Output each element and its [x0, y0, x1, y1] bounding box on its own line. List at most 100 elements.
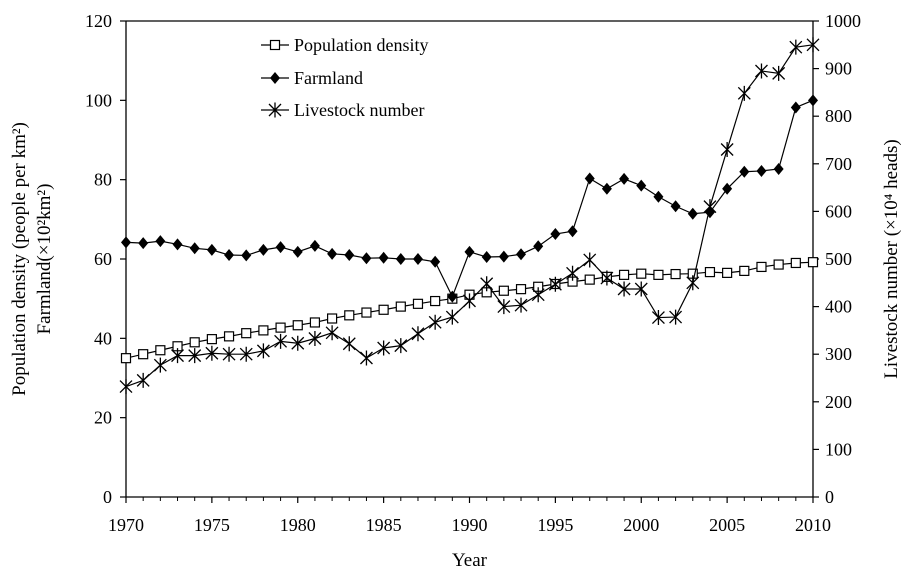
right-y-tick-label: 200 [825, 392, 852, 412]
legend-item-farmland: Farmland [261, 68, 363, 88]
data-point-population-density [515, 284, 527, 295]
data-point-farmland [172, 238, 183, 251]
data-point-population-density [722, 267, 733, 278]
data-point-population-density [773, 259, 784, 270]
data-point-farmland [361, 252, 372, 265]
data-point-livestock-number [583, 252, 597, 268]
data-point-livestock-number [171, 348, 184, 364]
legend-item-livestock-number: Livestock number [261, 100, 424, 120]
data-point-livestock-number [291, 335, 305, 351]
data-point-livestock-number [600, 270, 614, 286]
data-point-farmland [378, 251, 389, 264]
data-point-farmland [773, 162, 784, 175]
data-point-farmland [327, 247, 338, 260]
data-point-farmland [258, 243, 269, 256]
data-point-livestock-number [686, 275, 700, 291]
data-point-population-density [670, 268, 681, 280]
data-point-population-density [412, 298, 424, 309]
data-point-livestock-number [274, 333, 288, 349]
x-tick-label: 1970 [108, 515, 144, 535]
data-point-farmland [292, 245, 303, 258]
data-point-livestock-number [531, 287, 545, 303]
data-point-livestock-number [566, 265, 580, 281]
left-y-axis-title-line2: Farmland(×10²km²) [34, 184, 55, 335]
data-point-livestock-number [737, 85, 751, 101]
data-point-population-density [756, 261, 767, 273]
data-point-population-density [120, 353, 132, 364]
data-point-farmland [619, 172, 630, 185]
data-point-livestock-number [411, 326, 425, 342]
data-point-farmland [121, 236, 131, 249]
data-point-farmland [601, 182, 612, 195]
legend-symbol [269, 39, 281, 51]
data-point-livestock-number [205, 345, 219, 361]
x-tick-label: 2000 [623, 515, 659, 535]
data-point-population-density [327, 313, 338, 324]
data-point-livestock-number [703, 199, 717, 215]
left-y-tick-label: 0 [103, 487, 112, 507]
data-point-population-density [206, 334, 217, 345]
data-point-farmland [224, 249, 235, 262]
data-point-farmland [636, 179, 647, 192]
data-point-farmland [447, 290, 458, 303]
data-point-farmland [344, 249, 355, 262]
x-tick-label: 1985 [366, 515, 402, 535]
legend: Population density Farmland Livestock nu… [261, 35, 429, 120]
data-point-livestock-number [222, 346, 236, 362]
data-point-farmland [481, 251, 492, 264]
x-tick-label: 1990 [452, 515, 488, 535]
data-point-livestock-number [463, 293, 476, 309]
data-point-livestock-number [325, 325, 339, 341]
data-point-farmland [516, 248, 527, 261]
legend-label-livestock-number: Livestock number [294, 100, 424, 120]
right-y-tick-label: 700 [825, 154, 852, 174]
series-livestock-number [119, 37, 820, 395]
data-point-livestock-number [239, 346, 253, 362]
data-point-population-density [189, 337, 200, 348]
data-point-livestock-number [188, 348, 202, 364]
data-point-farmland [412, 253, 423, 265]
left-y-tick-label: 20 [94, 408, 112, 428]
legend-label-farmland: Farmland [294, 68, 363, 88]
data-point-farmland [138, 237, 149, 250]
legend-marker-farmland [261, 72, 289, 84]
data-point-livestock-number [308, 330, 322, 346]
series-population-density [120, 257, 819, 364]
data-point-farmland [739, 165, 750, 178]
legend-marker-population-density [261, 39, 289, 51]
data-point-farmland [808, 94, 818, 107]
ticks: 1970 1975 1980 1985 1990 1995 2000 2005 20100204… [85, 11, 861, 535]
left-y-tick-label: 80 [94, 170, 112, 190]
data-point-farmland [533, 240, 544, 253]
data-point-population-density [395, 301, 406, 312]
data-point-farmland [756, 164, 767, 177]
data-point-livestock-number [497, 299, 511, 315]
data-point-livestock-number [617, 281, 631, 297]
data-point-livestock-number [720, 142, 734, 158]
right-y-tick-label: 800 [825, 106, 852, 126]
data-point-population-density [807, 257, 819, 268]
data-point-livestock-number [480, 276, 494, 292]
right-y-tick-label: 0 [825, 487, 834, 507]
data-point-farmland [722, 182, 733, 195]
series-farmland [121, 94, 818, 303]
right-y-tick-label: 400 [825, 297, 852, 317]
data-point-farmland [430, 255, 441, 268]
right-y-tick-label: 600 [825, 201, 852, 221]
legend-symbol [268, 102, 282, 118]
data-point-livestock-number [119, 379, 133, 395]
data-point-farmland [653, 190, 664, 203]
data-point-population-density [618, 269, 630, 280]
data-point-population-density [138, 349, 149, 360]
left-y-tick-label: 100 [85, 90, 112, 110]
data-point-livestock-number [428, 314, 442, 330]
x-tick-label: 1975 [194, 515, 230, 535]
right-y-tick-label: 1000 [825, 11, 861, 31]
data-point-farmland [395, 253, 406, 265]
data-point-population-density [241, 328, 252, 339]
data-point-population-density [378, 304, 389, 315]
data-point-farmland [206, 243, 217, 256]
data-point-population-density [309, 317, 321, 328]
data-point-population-density [498, 285, 509, 296]
